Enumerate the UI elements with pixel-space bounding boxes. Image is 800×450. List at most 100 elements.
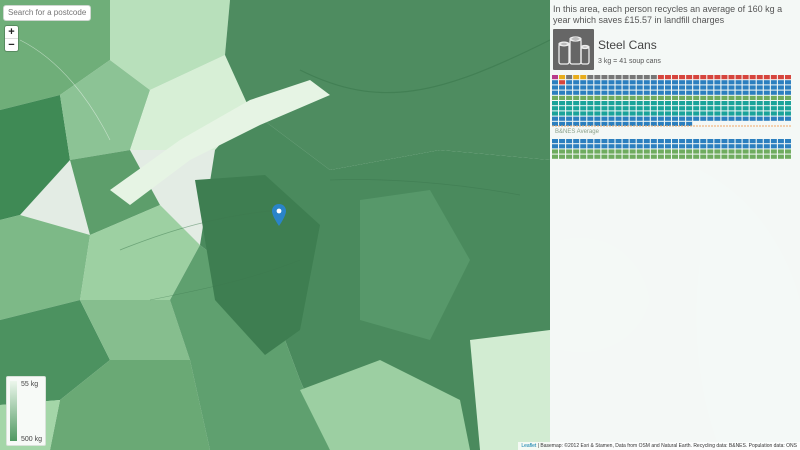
postcode-search-input[interactable] bbox=[3, 5, 91, 21]
waffle-cell bbox=[707, 101, 714, 106]
waffle-cell bbox=[615, 106, 622, 111]
waffle-cell bbox=[756, 144, 763, 149]
zoom-out-button[interactable]: − bbox=[5, 38, 18, 51]
waffle-cell bbox=[566, 90, 573, 95]
waffle-cell bbox=[594, 121, 601, 126]
waffle-cell bbox=[566, 154, 573, 159]
waffle-cell bbox=[770, 101, 777, 106]
waffle-cell bbox=[770, 75, 777, 80]
waffle-cell bbox=[749, 149, 756, 154]
waffle-cell bbox=[742, 90, 749, 95]
waffle-cell bbox=[615, 90, 622, 95]
waffle-cell bbox=[629, 154, 636, 159]
location-pin-icon[interactable] bbox=[272, 204, 286, 226]
waffle-cell bbox=[608, 106, 615, 111]
waffle-cell bbox=[693, 144, 700, 149]
waffle-cell bbox=[700, 95, 707, 100]
waffle-cell bbox=[749, 106, 756, 111]
waffle-cell bbox=[728, 80, 735, 85]
waffle-cell bbox=[629, 121, 636, 126]
waffle-cell bbox=[566, 101, 573, 106]
waffle-cell bbox=[580, 154, 587, 159]
waffle-cell bbox=[664, 149, 671, 154]
waffle-cell bbox=[742, 75, 749, 80]
waffle-cell bbox=[566, 95, 573, 100]
waffle-cell bbox=[601, 149, 608, 154]
waffle-cell bbox=[728, 139, 735, 144]
waffle-cell bbox=[679, 75, 686, 80]
waffle-cell bbox=[742, 106, 749, 111]
waffle-cell bbox=[672, 106, 679, 111]
waffle-cell bbox=[566, 80, 573, 85]
waffle-cell bbox=[770, 139, 777, 144]
waffle-cell bbox=[573, 154, 580, 159]
waffle-cell bbox=[594, 149, 601, 154]
waffle-cell bbox=[559, 154, 566, 159]
waffle-cell bbox=[587, 106, 594, 111]
waffle-cell bbox=[735, 149, 742, 154]
waffle-cell bbox=[770, 149, 777, 154]
waffle-cell bbox=[742, 154, 749, 159]
waffle-cell bbox=[594, 95, 601, 100]
waffle-cell bbox=[622, 154, 629, 159]
waffle-cell bbox=[672, 144, 679, 149]
waffle-cell bbox=[735, 144, 742, 149]
waffle-cell bbox=[615, 144, 622, 149]
waffle-cell bbox=[763, 101, 770, 106]
waffle-cell bbox=[629, 116, 636, 121]
waffle-cell bbox=[643, 111, 650, 116]
waffle-cell bbox=[594, 106, 601, 111]
waffle-cell bbox=[580, 80, 587, 85]
waffle-cell bbox=[756, 80, 763, 85]
waffle-cell bbox=[650, 154, 657, 159]
waffle-cell bbox=[615, 139, 622, 144]
waffle-cell bbox=[657, 139, 664, 144]
waffle-cell bbox=[594, 80, 601, 85]
waffle-cell bbox=[622, 149, 629, 154]
waffle-cell bbox=[784, 101, 791, 106]
waffle-cell bbox=[728, 116, 735, 121]
waffle-cell bbox=[643, 106, 650, 111]
waffle-cell bbox=[714, 154, 721, 159]
waffle-cell bbox=[657, 106, 664, 111]
waffle-cell bbox=[608, 95, 615, 100]
waffle-cell bbox=[742, 149, 749, 154]
waffle-cell bbox=[559, 90, 566, 95]
waffle-cell bbox=[714, 90, 721, 95]
waffle-cell bbox=[664, 111, 671, 116]
zoom-in-button[interactable]: + bbox=[8, 26, 15, 38]
waffle-cell bbox=[679, 111, 686, 116]
waffle-cell bbox=[756, 101, 763, 106]
waffle-cell bbox=[615, 111, 622, 116]
waffle-cell bbox=[594, 116, 601, 121]
waffle-cell bbox=[650, 90, 657, 95]
waffle-cell bbox=[756, 139, 763, 144]
waffle-cell bbox=[657, 90, 664, 95]
waffle-cell bbox=[714, 101, 721, 106]
waffle-cell bbox=[622, 144, 629, 149]
waffle-cell bbox=[707, 80, 714, 85]
waffle-cell bbox=[763, 139, 770, 144]
waffle-cell bbox=[622, 116, 629, 121]
waffle-cell bbox=[721, 80, 728, 85]
waffle-cell bbox=[608, 116, 615, 121]
waffle-cell bbox=[650, 144, 657, 149]
waffle-cell bbox=[559, 80, 566, 85]
waffle-cell bbox=[728, 90, 735, 95]
waffle-cell bbox=[721, 95, 728, 100]
waffle-cell bbox=[763, 90, 770, 95]
waffle-cell bbox=[643, 149, 650, 154]
waffle-cell bbox=[749, 144, 756, 149]
waffle-cell bbox=[672, 154, 679, 159]
waffle-cell bbox=[643, 80, 650, 85]
waffle-cell bbox=[679, 90, 686, 95]
waffle-cell bbox=[601, 111, 608, 116]
waffle-cell bbox=[749, 75, 756, 80]
leaflet-link[interactable]: Leaflet bbox=[521, 443, 537, 449]
waffle-cell bbox=[770, 144, 777, 149]
waffle-cell bbox=[763, 75, 770, 80]
waffle-cell bbox=[686, 90, 693, 95]
waffle-cell bbox=[580, 95, 587, 100]
waffle-cell bbox=[552, 90, 558, 95]
recycling-headline: In this area, each person recycles an av… bbox=[553, 4, 783, 25]
